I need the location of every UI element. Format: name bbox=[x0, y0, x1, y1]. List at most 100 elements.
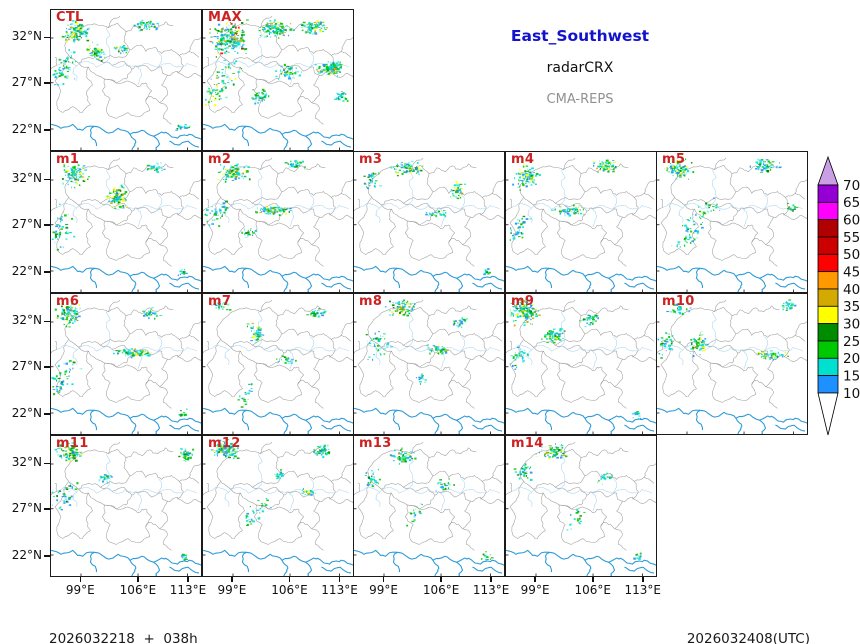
panel-label-m7: m7 bbox=[208, 294, 232, 309]
colorbar-label: 25 bbox=[843, 334, 860, 350]
panel-label-m5: m5 bbox=[662, 152, 686, 167]
panel-m14: m14 bbox=[505, 435, 657, 577]
panel-m7: m7 bbox=[202, 293, 354, 435]
colorbar-cell bbox=[817, 253, 839, 273]
panel-label-m12: m12 bbox=[208, 436, 241, 451]
lat-tick-label: 32°N bbox=[11, 171, 42, 186]
lat-tick-mark bbox=[43, 366, 50, 368]
colorbar-label: 50 bbox=[843, 247, 860, 263]
colorbar-label: 55 bbox=[843, 230, 860, 246]
map-canvas bbox=[506, 157, 656, 292]
map-canvas bbox=[354, 441, 504, 576]
title-model: CMA-REPS bbox=[546, 92, 614, 107]
lat-tick-mark bbox=[43, 129, 50, 131]
panel-max: MAX bbox=[202, 9, 354, 151]
footer-valid-times: 2026032408(UTC) 2026032416(CST) bbox=[687, 598, 810, 644]
lat-tick-mark bbox=[43, 82, 50, 84]
lon-tick-mark bbox=[187, 577, 189, 582]
lon-tick-mark bbox=[231, 577, 233, 582]
panel-m4: m4 bbox=[505, 151, 657, 293]
lat-tick-label: 27°N bbox=[11, 358, 42, 373]
panel-m2: m2 bbox=[202, 151, 354, 293]
map-canvas bbox=[354, 157, 504, 292]
map-canvas bbox=[657, 299, 807, 434]
panel-m8: m8 bbox=[353, 293, 505, 435]
panel-ctl: CTL bbox=[50, 9, 202, 151]
map-canvas bbox=[51, 15, 201, 150]
map-canvas bbox=[354, 299, 504, 434]
lon-tick-label: 106°E bbox=[119, 583, 157, 597]
colorbar-cell bbox=[817, 219, 839, 238]
colorbar-cell bbox=[817, 288, 839, 307]
lat-tick-mark bbox=[43, 413, 50, 415]
lon-tick-mark bbox=[642, 577, 644, 582]
lon-tick-mark bbox=[592, 577, 594, 582]
lat-tick-mark bbox=[43, 36, 50, 39]
panel-label-ctl: CTL bbox=[56, 10, 84, 25]
lat-tick-mark bbox=[43, 224, 50, 226]
colorbar-label: 20 bbox=[843, 351, 860, 367]
footer-valid-utc: 2026032408(UTC) bbox=[686, 631, 810, 644]
lat-tick-label: 32°N bbox=[11, 455, 42, 470]
panel-label-m8: m8 bbox=[359, 294, 383, 309]
map-canvas bbox=[506, 441, 656, 576]
colorbar-cell bbox=[817, 236, 839, 255]
panel-label-m14: m14 bbox=[511, 436, 544, 451]
lon-tick-mark bbox=[137, 577, 139, 582]
panel-m5: m5 bbox=[656, 151, 808, 293]
lat-tick-label: 22°N bbox=[11, 263, 42, 278]
colorbar-label: 10 bbox=[843, 386, 860, 402]
panel-label-max: MAX bbox=[208, 10, 242, 25]
map-canvas bbox=[203, 157, 353, 292]
lon-tick-label: 106°E bbox=[574, 583, 611, 597]
colorbar-cell bbox=[817, 357, 839, 377]
colorbar-cell bbox=[817, 305, 839, 325]
colorbar-cell bbox=[817, 201, 839, 221]
footer-init-times: 2026032218 + 038h 2026032302 + 038h bbox=[49, 598, 198, 644]
panel-label-m10: m10 bbox=[662, 294, 695, 309]
lon-tick-mark bbox=[79, 577, 82, 582]
panel-m6: m6 bbox=[50, 293, 202, 435]
colorbar-label: 30 bbox=[843, 316, 860, 332]
lon-tick-mark bbox=[440, 577, 442, 582]
lon-tick-mark bbox=[490, 577, 492, 582]
colorbar-label: 70 bbox=[843, 178, 860, 194]
colorbar-label: 45 bbox=[843, 264, 860, 280]
map-canvas bbox=[203, 439, 353, 576]
panel-label-m11: m11 bbox=[56, 436, 89, 451]
colorbar-under-arrow bbox=[817, 392, 839, 436]
colorbar-cell bbox=[817, 340, 839, 359]
colorbar-label: 35 bbox=[843, 299, 860, 315]
map-canvas bbox=[203, 299, 353, 434]
colorbar-cell bbox=[817, 184, 839, 203]
lat-tick-label: 32°N bbox=[11, 313, 42, 328]
colorbar-label: 15 bbox=[843, 368, 860, 384]
colorbar-over-arrow bbox=[817, 155, 839, 186]
panel-label-m2: m2 bbox=[208, 152, 232, 167]
panel-label-m6: m6 bbox=[56, 294, 80, 309]
lat-tick-label: 22°N bbox=[11, 405, 42, 420]
lon-tick-label: 106°E bbox=[422, 583, 460, 597]
map-canvas bbox=[506, 298, 656, 434]
panel-label-m4: m4 bbox=[511, 152, 535, 167]
lon-tick-label: 99°E bbox=[369, 583, 398, 597]
lat-tick-mark bbox=[43, 555, 50, 557]
lat-tick-mark bbox=[43, 178, 50, 181]
map-canvas bbox=[657, 157, 807, 292]
lon-tick-label: 113°E bbox=[624, 583, 662, 597]
colorbar-label: 40 bbox=[843, 282, 860, 298]
lat-tick-mark bbox=[43, 462, 50, 465]
lon-tick-label: 99°E bbox=[217, 583, 247, 597]
lat-tick-label: 27°N bbox=[11, 216, 42, 231]
panel-label-m9: m9 bbox=[511, 294, 535, 309]
lat-tick-label: 22°N bbox=[11, 121, 42, 136]
panel-m11: m11 bbox=[50, 435, 202, 577]
lat-tick-label: 27°N bbox=[11, 500, 42, 515]
panel-m3: m3 bbox=[353, 151, 505, 293]
colorbar-cell bbox=[817, 323, 839, 342]
colorbar-label: 60 bbox=[843, 213, 860, 229]
panel-label-m13: m13 bbox=[359, 436, 392, 451]
